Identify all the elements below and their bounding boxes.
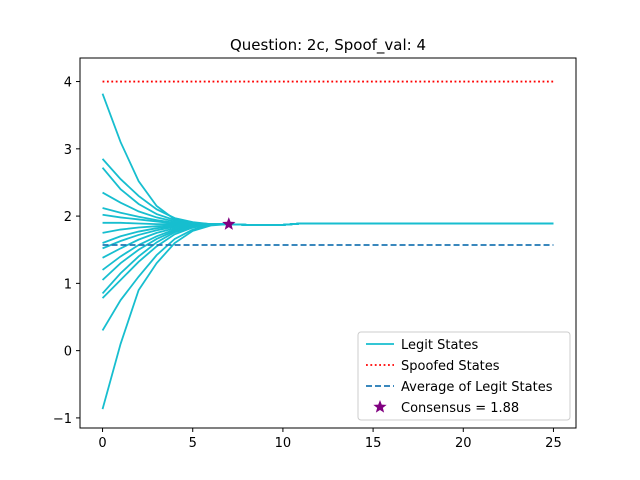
legend: Legit States Spoofed States Average of L… <box>357 331 571 421</box>
y-tick-label: 3 <box>64 143 72 158</box>
x-tick-label: 25 <box>545 436 562 451</box>
chart-title: Question: 2c, Spoof_val: 4 <box>230 36 426 55</box>
legend-spoofed-label: Spoofed States <box>401 359 500 374</box>
x-tick-label: 20 <box>455 436 472 451</box>
y-tick-label: 4 <box>64 76 72 91</box>
y-tick-label: 1 <box>64 277 72 292</box>
plot-frame <box>79 57 577 429</box>
y-tick-label: −1 <box>53 412 72 427</box>
y-tick-label: 2 <box>64 210 72 225</box>
x-tick-label: 5 <box>189 436 197 451</box>
legend-legit-label: Legit States <box>401 338 479 353</box>
axes: 0 5 10 15 20 25 −1 0 1 2 3 4 <box>53 76 562 451</box>
legend-box <box>357 331 571 421</box>
legit-state-line-17 <box>101 222 554 410</box>
y-tick-label: 0 <box>64 345 72 360</box>
legend-average-label: Average of Legit States <box>401 380 553 395</box>
x-tick-label: 0 <box>98 436 106 451</box>
legend-consensus-star-icon <box>373 400 387 413</box>
x-tick-label: 15 <box>365 436 382 451</box>
x-tick-label: 10 <box>275 436 292 451</box>
consensus-marker <box>222 217 236 230</box>
legend-consensus-label: Consensus = 1.88 <box>401 401 519 416</box>
plot-area <box>101 80 554 410</box>
